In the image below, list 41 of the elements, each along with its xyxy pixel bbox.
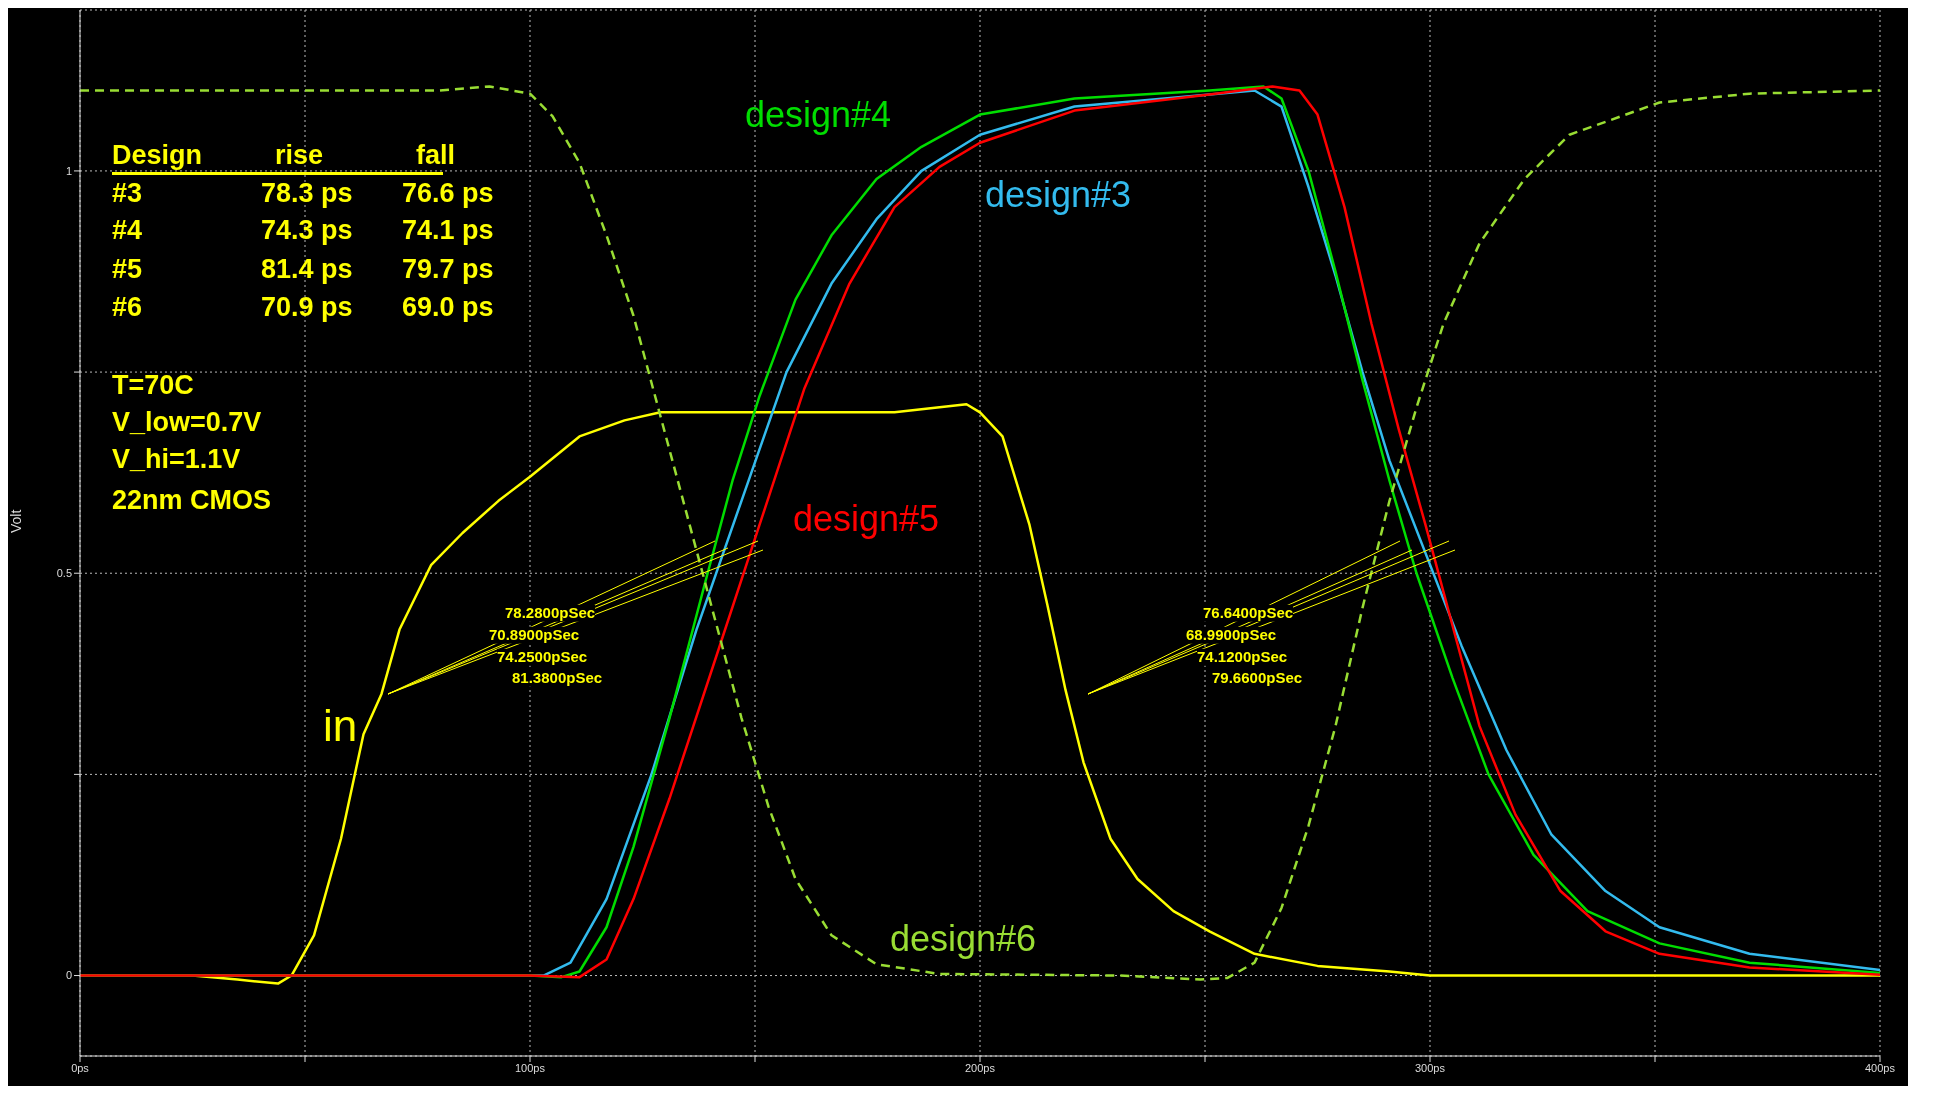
annotation: V_hi=1.1V — [112, 444, 241, 475]
annotation: 81.4 ps — [261, 254, 353, 285]
annotation: fall — [416, 140, 456, 171]
annotation: Design — [112, 140, 203, 171]
annotation: 78.3 ps — [261, 178, 353, 209]
annotation: 74.1200pSec — [1197, 647, 1288, 666]
x-tick-label: 0ps — [71, 1061, 90, 1074]
annotation: 76.6 ps — [402, 178, 494, 209]
y-tick-label: 1 — [65, 164, 72, 177]
x-tick-label: 100ps — [515, 1061, 546, 1074]
annotation: 70.9 ps — [261, 292, 353, 323]
annotation: #5 — [112, 254, 143, 285]
annotation: V_low=0.7V — [112, 407, 262, 438]
annotation: 81.3800pSec — [512, 668, 603, 687]
x-tick-label: 200ps — [965, 1061, 996, 1074]
series-label: design#6 — [889, 918, 1037, 960]
annotation: #3 — [112, 178, 143, 209]
annotation: 70.8900pSec — [489, 625, 580, 644]
y-tick-label: 0 — [65, 969, 72, 982]
y-tick-label: 0.5 — [56, 567, 72, 580]
annotation: 74.3 ps — [261, 215, 353, 246]
annotation: 78.2800pSec — [505, 603, 596, 622]
series-label: in — [322, 701, 358, 751]
annotation: rise — [275, 140, 324, 171]
annotation: #6 — [112, 292, 143, 323]
annotation: 76.6400pSec — [1203, 603, 1294, 622]
series-label: design#4 — [744, 94, 892, 136]
y-axis-title: Volt — [7, 509, 24, 533]
annotation: 22nm CMOS — [112, 485, 272, 516]
x-tick-label: 300ps — [1415, 1061, 1446, 1074]
annotation: 79.6600pSec — [1212, 668, 1303, 687]
annotation: 74.2500pSec — [497, 647, 588, 666]
annotation: 68.9900pSec — [1186, 625, 1277, 644]
annotation: 79.7 ps — [402, 254, 494, 285]
annotation: 69.0 ps — [402, 292, 494, 323]
series-label: design#5 — [792, 498, 940, 540]
series-label: design#3 — [984, 174, 1132, 216]
annotation: #4 — [112, 215, 143, 246]
x-tick-label: 400ps — [1865, 1061, 1896, 1074]
annotation: 74.1 ps — [402, 215, 494, 246]
annotation: T=70C — [112, 370, 194, 401]
